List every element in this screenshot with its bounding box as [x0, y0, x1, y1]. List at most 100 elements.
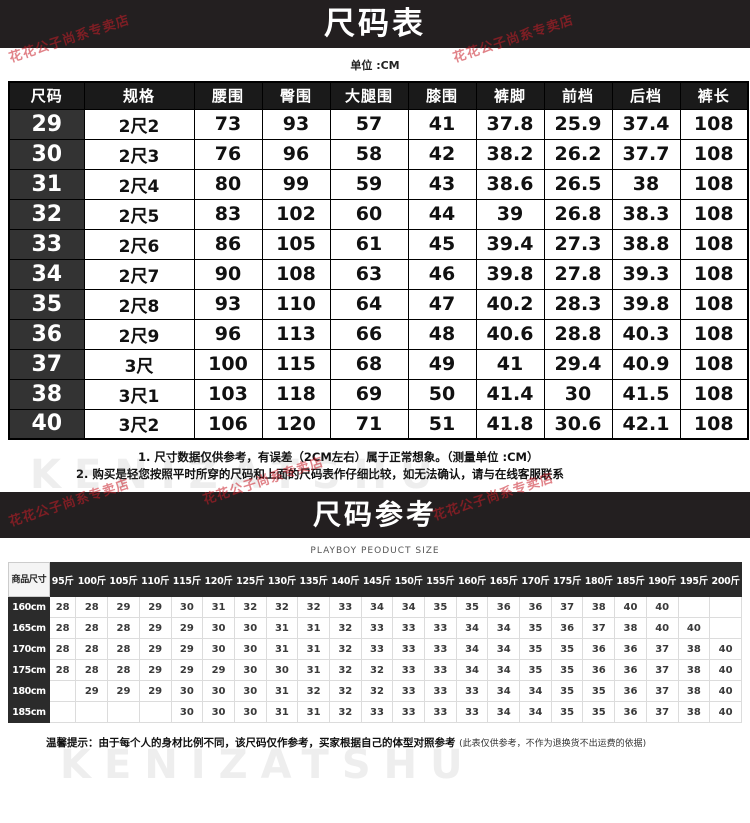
note-line-2: 2. 购买是轻您按照平时所穿的尺码和上面的尺码表作仔细比较，如无法确认，请与在线… — [76, 466, 564, 481]
height-label: 175cm — [8, 659, 50, 682]
reference-cell: 35 — [550, 701, 584, 724]
reference-cell: 40 — [709, 680, 742, 703]
col-header-back-rise: 后档 — [611, 81, 681, 110]
cell-thigh: 59 — [329, 168, 409, 200]
reference-cell: 33 — [392, 680, 426, 703]
reference-cell — [709, 617, 742, 640]
unit-label: 单位 :CM — [350, 59, 400, 72]
reference-cell: 30 — [202, 638, 235, 661]
cell-spec: 2尺4 — [83, 168, 195, 200]
cell-size: 30 — [8, 138, 85, 170]
cell-length: 108 — [679, 408, 749, 440]
cell-waist: 90 — [193, 258, 263, 290]
reference-cell: 35 — [550, 680, 584, 703]
reference-cell: 32 — [328, 680, 362, 703]
cell-thigh: 61 — [329, 228, 409, 260]
reference-cell — [709, 596, 742, 619]
cell-front-rise: 27.3 — [543, 228, 613, 260]
reference-cell: 37 — [582, 617, 616, 640]
reference-cell: 33 — [424, 638, 457, 661]
tip-main-text: 温馨提示：由于每个人的身材比例不同，该尺码仅作参考，买家根据自己的体型对照参考 — [46, 737, 456, 750]
table-row: 40 3尺2 106 120 71 51 41.8 30.6 42.1 108 — [8, 408, 749, 440]
cell-thigh: 63 — [329, 258, 409, 290]
height-label: 185cm — [8, 701, 50, 724]
cell-hem: 41.4 — [475, 378, 545, 410]
reference-cell: 36 — [614, 680, 647, 703]
reference-cell: 36 — [582, 638, 616, 661]
table-row: 32 2尺5 83 102 60 44 39 26.8 38.3 108 — [8, 198, 749, 230]
col-header-hem: 裤脚 — [475, 81, 545, 110]
cell-size: 36 — [8, 318, 85, 350]
reference-cell: 34 — [487, 638, 521, 661]
reference-cell: 29 — [107, 596, 140, 619]
weight-header-8: 135斤 — [297, 562, 330, 598]
weight-header-17: 180斤 — [582, 562, 616, 598]
table-row: 33 2尺6 86 105 61 45 39.4 27.3 38.8 108 — [8, 228, 749, 260]
reference-cell: 29 — [75, 680, 109, 703]
weight-header-1: 100斤 — [75, 562, 109, 598]
height-label: 160cm — [8, 596, 50, 619]
reference-cell: 34 — [487, 701, 521, 724]
cell-front-rise: 28.8 — [543, 318, 613, 350]
cell-hip: 115 — [261, 348, 331, 380]
reference-cell: 31 — [202, 596, 235, 619]
reference-cell: 32 — [233, 596, 267, 619]
cell-hip: 93 — [261, 108, 331, 140]
cell-spec: 3尺 — [83, 348, 195, 380]
cell-length: 108 — [679, 228, 749, 260]
cell-hem: 38.6 — [475, 168, 545, 200]
cell-thigh: 57 — [329, 108, 409, 140]
cell-hip: 118 — [261, 378, 331, 410]
cell-thigh: 69 — [329, 378, 409, 410]
height-label: 170cm — [8, 638, 50, 661]
reference-cell: 29 — [202, 659, 235, 682]
reference-cell: 35 — [550, 659, 584, 682]
weight-header-19: 190斤 — [645, 562, 679, 598]
cell-back-rise: 38.3 — [611, 198, 681, 230]
cell-knee: 44 — [407, 198, 477, 230]
reference-cell: 33 — [328, 596, 362, 619]
reference-cell: 38 — [677, 638, 711, 661]
cell-waist: 100 — [193, 348, 263, 380]
cell-knee: 47 — [407, 288, 477, 320]
reference-cell: 36 — [550, 617, 584, 640]
reference-cell — [75, 701, 109, 724]
cell-back-rise: 41.5 — [611, 378, 681, 410]
reference-cell: 40 — [709, 659, 742, 682]
reference-cell: 31 — [265, 617, 299, 640]
cell-hem: 39.8 — [475, 258, 545, 290]
reference-cell: 35 — [424, 596, 457, 619]
notes-block: 1. 尺寸数据仅供参考，有误差（2CM左右）属于正常想象。（测量单位 :CM） … — [0, 440, 750, 482]
weight-header-12: 155斤 — [424, 562, 457, 598]
reference-row: 160cm 28 28 29 29 30 31 32 32 32 33 34 34 35 35 36 36 37 3… — [8, 596, 742, 619]
weight-header-3: 110斤 — [138, 562, 172, 598]
cell-length: 108 — [679, 108, 749, 140]
cell-back-rise: 40.3 — [611, 318, 681, 350]
weight-header-14: 165斤 — [487, 562, 521, 598]
cell-spec: 2尺3 — [83, 138, 195, 170]
cell-waist: 76 — [193, 138, 263, 170]
reference-cell: 32 — [328, 638, 362, 661]
reference-cell: 28 — [48, 659, 77, 682]
reference-cell: 29 — [138, 596, 172, 619]
cell-front-rise: 30.6 — [543, 408, 613, 440]
reference-cell: 33 — [392, 701, 426, 724]
table-row: 34 2尺7 90 108 63 46 39.8 27.8 39.3 108 — [8, 258, 749, 290]
page-title: 尺码表 — [324, 6, 426, 42]
reference-cell: 29 — [138, 680, 172, 703]
table-row: 38 3尺1 103 118 69 50 41.4 30 41.5 108 — [8, 378, 749, 410]
reference-cell: 35 — [519, 638, 552, 661]
cell-knee: 46 — [407, 258, 477, 290]
weight-header-15: 170斤 — [519, 562, 552, 598]
reference-cell — [48, 680, 77, 703]
cell-hem: 39.4 — [475, 228, 545, 260]
reference-row: 165cm 28 28 28 29 29 30 30 31 31 32 33 33 33 34 34 35 36 3… — [8, 617, 742, 640]
cell-thigh: 66 — [329, 318, 409, 350]
reference-cell: 38 — [677, 680, 711, 703]
reference-cell: 29 — [170, 659, 204, 682]
reference-cell: 40 — [677, 617, 711, 640]
reference-cell: 33 — [360, 617, 394, 640]
reference-cell: 38 — [614, 617, 647, 640]
reference-cell: 30 — [233, 701, 267, 724]
reference-cell: 34 — [519, 680, 552, 703]
